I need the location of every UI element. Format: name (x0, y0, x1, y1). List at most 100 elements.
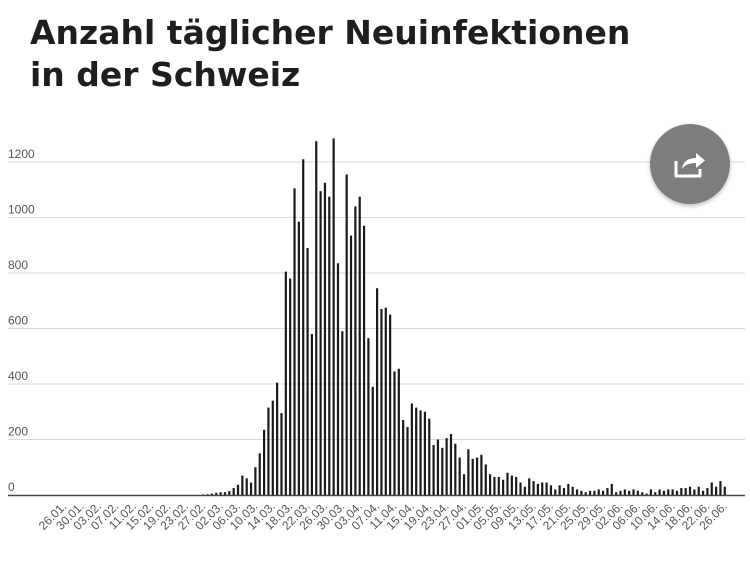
chart-title: Anzahl täglicher Neuinfektionen in der S… (30, 13, 631, 94)
bar (662, 490, 666, 495)
bar (263, 429, 266, 495)
bar (593, 490, 596, 495)
bar (480, 454, 483, 495)
bar (615, 492, 618, 495)
bar (701, 490, 705, 495)
bar (623, 489, 626, 495)
bar (245, 478, 248, 495)
bar (454, 443, 457, 495)
bar (715, 486, 718, 495)
share-button[interactable] (650, 124, 730, 204)
bar (597, 489, 600, 495)
bar (489, 474, 492, 495)
bar (462, 474, 466, 495)
bar (697, 486, 700, 495)
bar (345, 174, 348, 496)
x-axis-tick-labels: 26.01.30.01.03.02.07.02.11.02.15.02.19.0… (36, 499, 730, 532)
bar (667, 489, 670, 495)
bar (389, 314, 392, 496)
bar (641, 492, 644, 495)
bar (475, 457, 479, 495)
bar (428, 418, 431, 495)
bar (271, 400, 274, 495)
bar (219, 492, 222, 495)
bar (649, 489, 652, 495)
bar (423, 411, 426, 495)
bar (632, 489, 635, 495)
y-tick-label: 0 (8, 480, 15, 494)
bar (675, 490, 679, 495)
bar (293, 188, 296, 496)
bars (202, 138, 726, 496)
bar (693, 489, 696, 495)
bar (680, 488, 683, 495)
y-tick-label: 600 (8, 314, 28, 328)
bar (223, 492, 227, 495)
bar (545, 482, 548, 495)
bar (445, 438, 448, 495)
bar (419, 410, 422, 495)
bar (267, 407, 270, 495)
bar (406, 427, 409, 495)
share-icon (674, 153, 705, 178)
bar (228, 491, 231, 495)
bar (336, 263, 340, 495)
bar (619, 490, 622, 495)
bar (376, 288, 379, 495)
bar (610, 483, 613, 495)
bar (502, 479, 505, 495)
y-axis-tick-labels: 0 200 400 600 800 1000 1200 (8, 147, 35, 494)
bar (284, 271, 287, 495)
bar (723, 486, 726, 495)
bar (380, 309, 383, 495)
bar (562, 488, 566, 495)
bar (706, 488, 709, 495)
y-tick-label: 800 (8, 258, 28, 272)
bar (484, 464, 487, 495)
bar (688, 486, 692, 495)
bar (519, 482, 522, 495)
bar (210, 493, 214, 495)
bar (332, 138, 335, 495)
y-tick-label: 400 (8, 369, 28, 383)
bar (710, 482, 713, 495)
bar (241, 475, 244, 495)
bar (258, 453, 261, 496)
bar (449, 433, 453, 495)
bar (276, 382, 279, 495)
bar (384, 307, 387, 495)
bar (684, 488, 687, 495)
bar (575, 489, 579, 495)
y-tick-label: 1200 (8, 147, 35, 161)
bar (371, 386, 374, 495)
bar (588, 490, 592, 495)
bar (436, 439, 440, 495)
bar (515, 476, 518, 495)
bar (471, 458, 474, 495)
bar (215, 492, 218, 495)
bar (315, 141, 318, 495)
bar (658, 489, 661, 495)
bar (328, 196, 331, 495)
bar (319, 191, 322, 495)
bar (393, 371, 396, 495)
bar (541, 482, 544, 495)
bar (671, 489, 674, 495)
y-tick-label: 200 (8, 425, 28, 439)
bar (402, 420, 405, 495)
bar (441, 447, 444, 495)
bar (289, 278, 292, 495)
bar (584, 492, 587, 495)
bar (554, 489, 557, 495)
bar (349, 235, 353, 496)
bar (549, 485, 553, 495)
bar (306, 248, 309, 495)
y-tick-label: 1000 (8, 203, 35, 217)
bar (571, 486, 574, 495)
bar (354, 206, 357, 495)
bar (323, 182, 327, 495)
bar (280, 413, 283, 495)
bar (580, 490, 583, 495)
bar (397, 368, 400, 495)
